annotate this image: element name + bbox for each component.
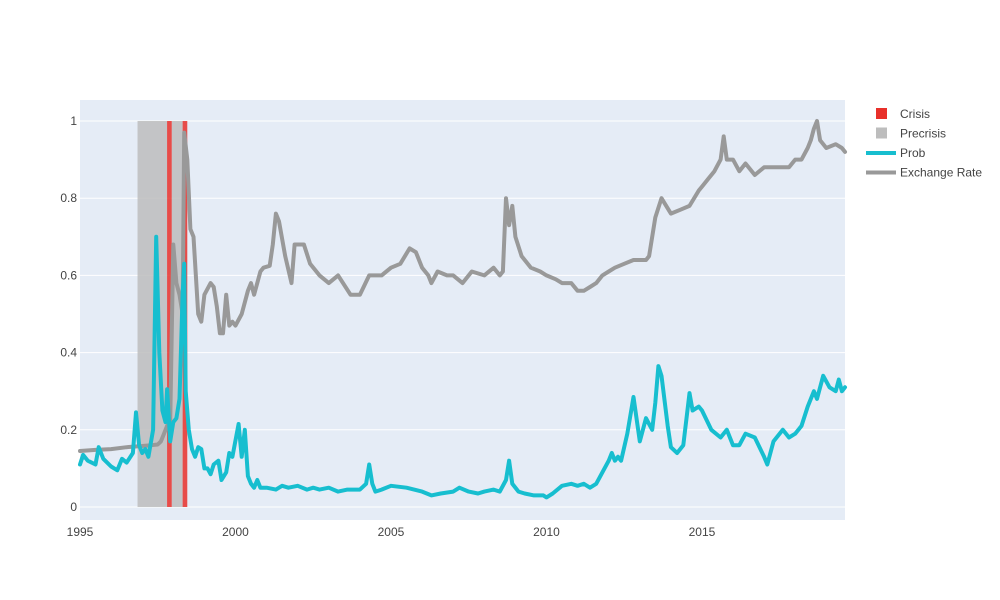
x-axis-ticks: 1995 2000 2005 2010 2015 [67,525,716,539]
legend-label: Precrisis [900,127,946,141]
crisis-region [167,121,172,507]
y-tick-label: 0.6 [60,268,77,282]
series-lines [78,119,847,500]
y-tick-label: 1 [70,114,77,128]
gridlines [80,120,845,508]
legend-label: Prob [900,146,926,160]
legend-item-crisis[interactable]: Crisis [876,107,930,121]
legend-item-prob[interactable]: Prob [866,146,926,160]
legend-label: Crisis [900,107,930,121]
legend-swatch [876,108,887,119]
x-tick-label: 2000 [222,525,249,539]
legend-item-exchange-rate[interactable]: Exchange Rate [866,166,982,180]
y-tick-label: 0.8 [60,191,77,205]
x-tick-label: 2010 [533,525,560,539]
legend-item-precrisis[interactable]: Precrisis [876,127,946,141]
plot-background [80,100,845,520]
x-tick-label: 2015 [689,525,716,539]
series-line-prob [78,234,847,500]
y-tick-label: 0.4 [60,346,77,360]
precrisis-region [171,121,183,507]
x-tick-label: 2005 [378,525,405,539]
legend-label: Exchange Rate [900,166,982,180]
x-tick-label: 1995 [67,525,94,539]
y-tick-label: 0 [70,500,77,514]
legend-swatch [876,127,887,139]
legend[interactable]: Crisis Precrisis Prob Exchange Rate [866,107,982,180]
y-axis-ticks: 0 0.2 0.4 0.6 0.8 1 [60,114,77,514]
y-tick-label: 0.2 [60,423,77,437]
series-line-exchange-rate [78,119,847,453]
